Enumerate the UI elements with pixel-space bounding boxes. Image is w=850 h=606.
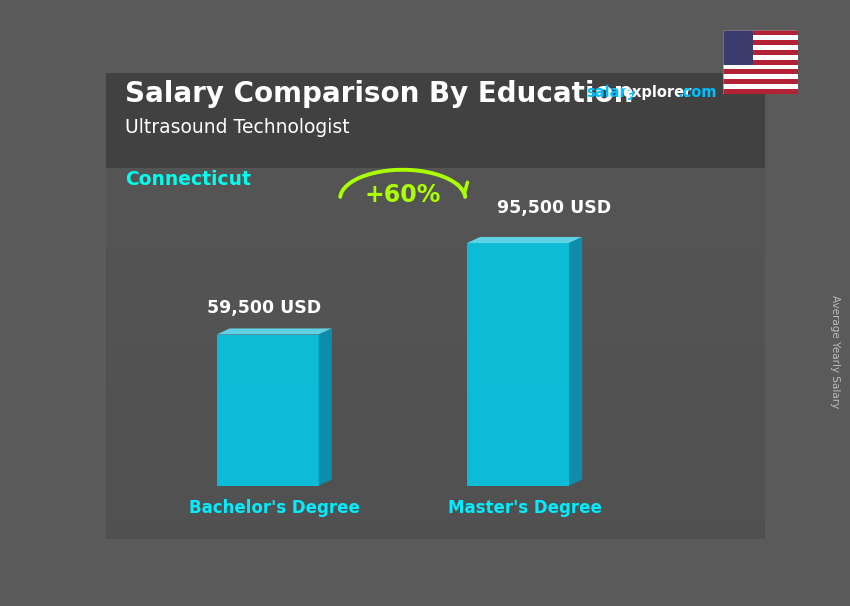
Bar: [723, 30, 753, 65]
Text: Bachelor's Degree: Bachelor's Degree: [189, 499, 360, 517]
Text: 95,500 USD: 95,500 USD: [497, 199, 611, 218]
Text: Ultrasound Technologist: Ultrasound Technologist: [125, 118, 349, 138]
Polygon shape: [467, 237, 582, 243]
Bar: [723, 79, 798, 84]
Bar: [723, 55, 798, 59]
Bar: [723, 35, 798, 40]
Polygon shape: [467, 243, 569, 485]
Bar: [723, 89, 798, 94]
Text: .com: .com: [677, 85, 717, 100]
Text: Average Yearly Salary: Average Yearly Salary: [830, 295, 840, 408]
Bar: [723, 70, 798, 75]
Bar: [723, 75, 798, 79]
Text: Master's Degree: Master's Degree: [448, 499, 602, 517]
Polygon shape: [319, 328, 332, 485]
Text: 59,500 USD: 59,500 USD: [207, 299, 321, 317]
Text: Connecticut: Connecticut: [125, 170, 251, 188]
Text: Salary Comparison By Education: Salary Comparison By Education: [125, 80, 633, 108]
Bar: [723, 65, 798, 70]
Bar: [723, 45, 798, 50]
Text: explorer: explorer: [622, 85, 691, 100]
Bar: [723, 40, 798, 45]
Text: salary: salary: [586, 85, 636, 100]
FancyBboxPatch shape: [106, 73, 765, 168]
Bar: [723, 30, 798, 35]
Polygon shape: [217, 328, 332, 335]
Text: +60%: +60%: [365, 183, 441, 207]
Bar: [723, 50, 798, 55]
Bar: [723, 59, 798, 65]
Polygon shape: [569, 237, 582, 485]
Bar: [723, 84, 798, 89]
Polygon shape: [217, 335, 319, 485]
